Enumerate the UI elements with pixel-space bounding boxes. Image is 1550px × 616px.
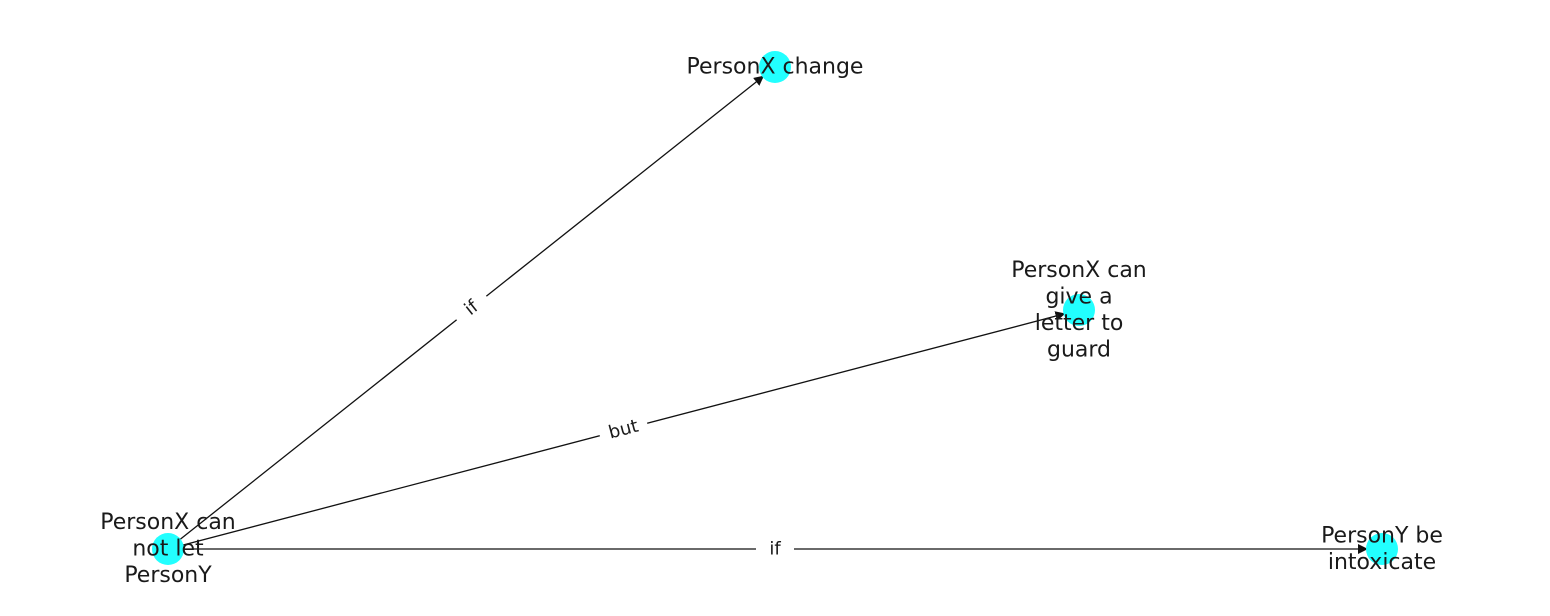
node-label-line: letter to [1035,311,1124,336]
edge-label-background [449,286,494,330]
node-label: PersonY be intoxicate [1321,523,1443,575]
node-label-line: PersonX can [1011,258,1147,283]
edges-layer [167,75,1368,554]
node-label-line: give a [1045,284,1112,309]
node-label-line: guard [1047,337,1111,362]
edge-label: if [769,539,781,560]
edge-label-group: if [449,286,494,330]
edge-label-group: if [756,537,794,561]
node-n2 [1063,294,1095,326]
nodes-layer [152,51,1398,565]
node-label-line: intoxicate [1328,550,1436,575]
edge-label-background [756,537,794,561]
edge-label: but [606,416,640,444]
node-n3 [1366,533,1398,565]
node-n1 [759,51,791,83]
node-n0 [152,533,184,565]
edge-label-background [596,411,651,448]
edge-labels-layer: if but if [449,286,794,561]
node-label-line: PersonY be [1321,523,1443,548]
edge-label-group: but [596,411,651,448]
node-label: PersonX change [687,55,864,80]
node-label-line: PersonX can [100,510,236,535]
node-label-line: not let [132,537,204,562]
node-label: PersonX can not let PersonY [100,510,236,588]
node-label: PersonX can give a letter to guard [1011,258,1147,363]
node-label-line: PersonX change [687,55,864,80]
node-label-line: PersonY [124,563,212,588]
